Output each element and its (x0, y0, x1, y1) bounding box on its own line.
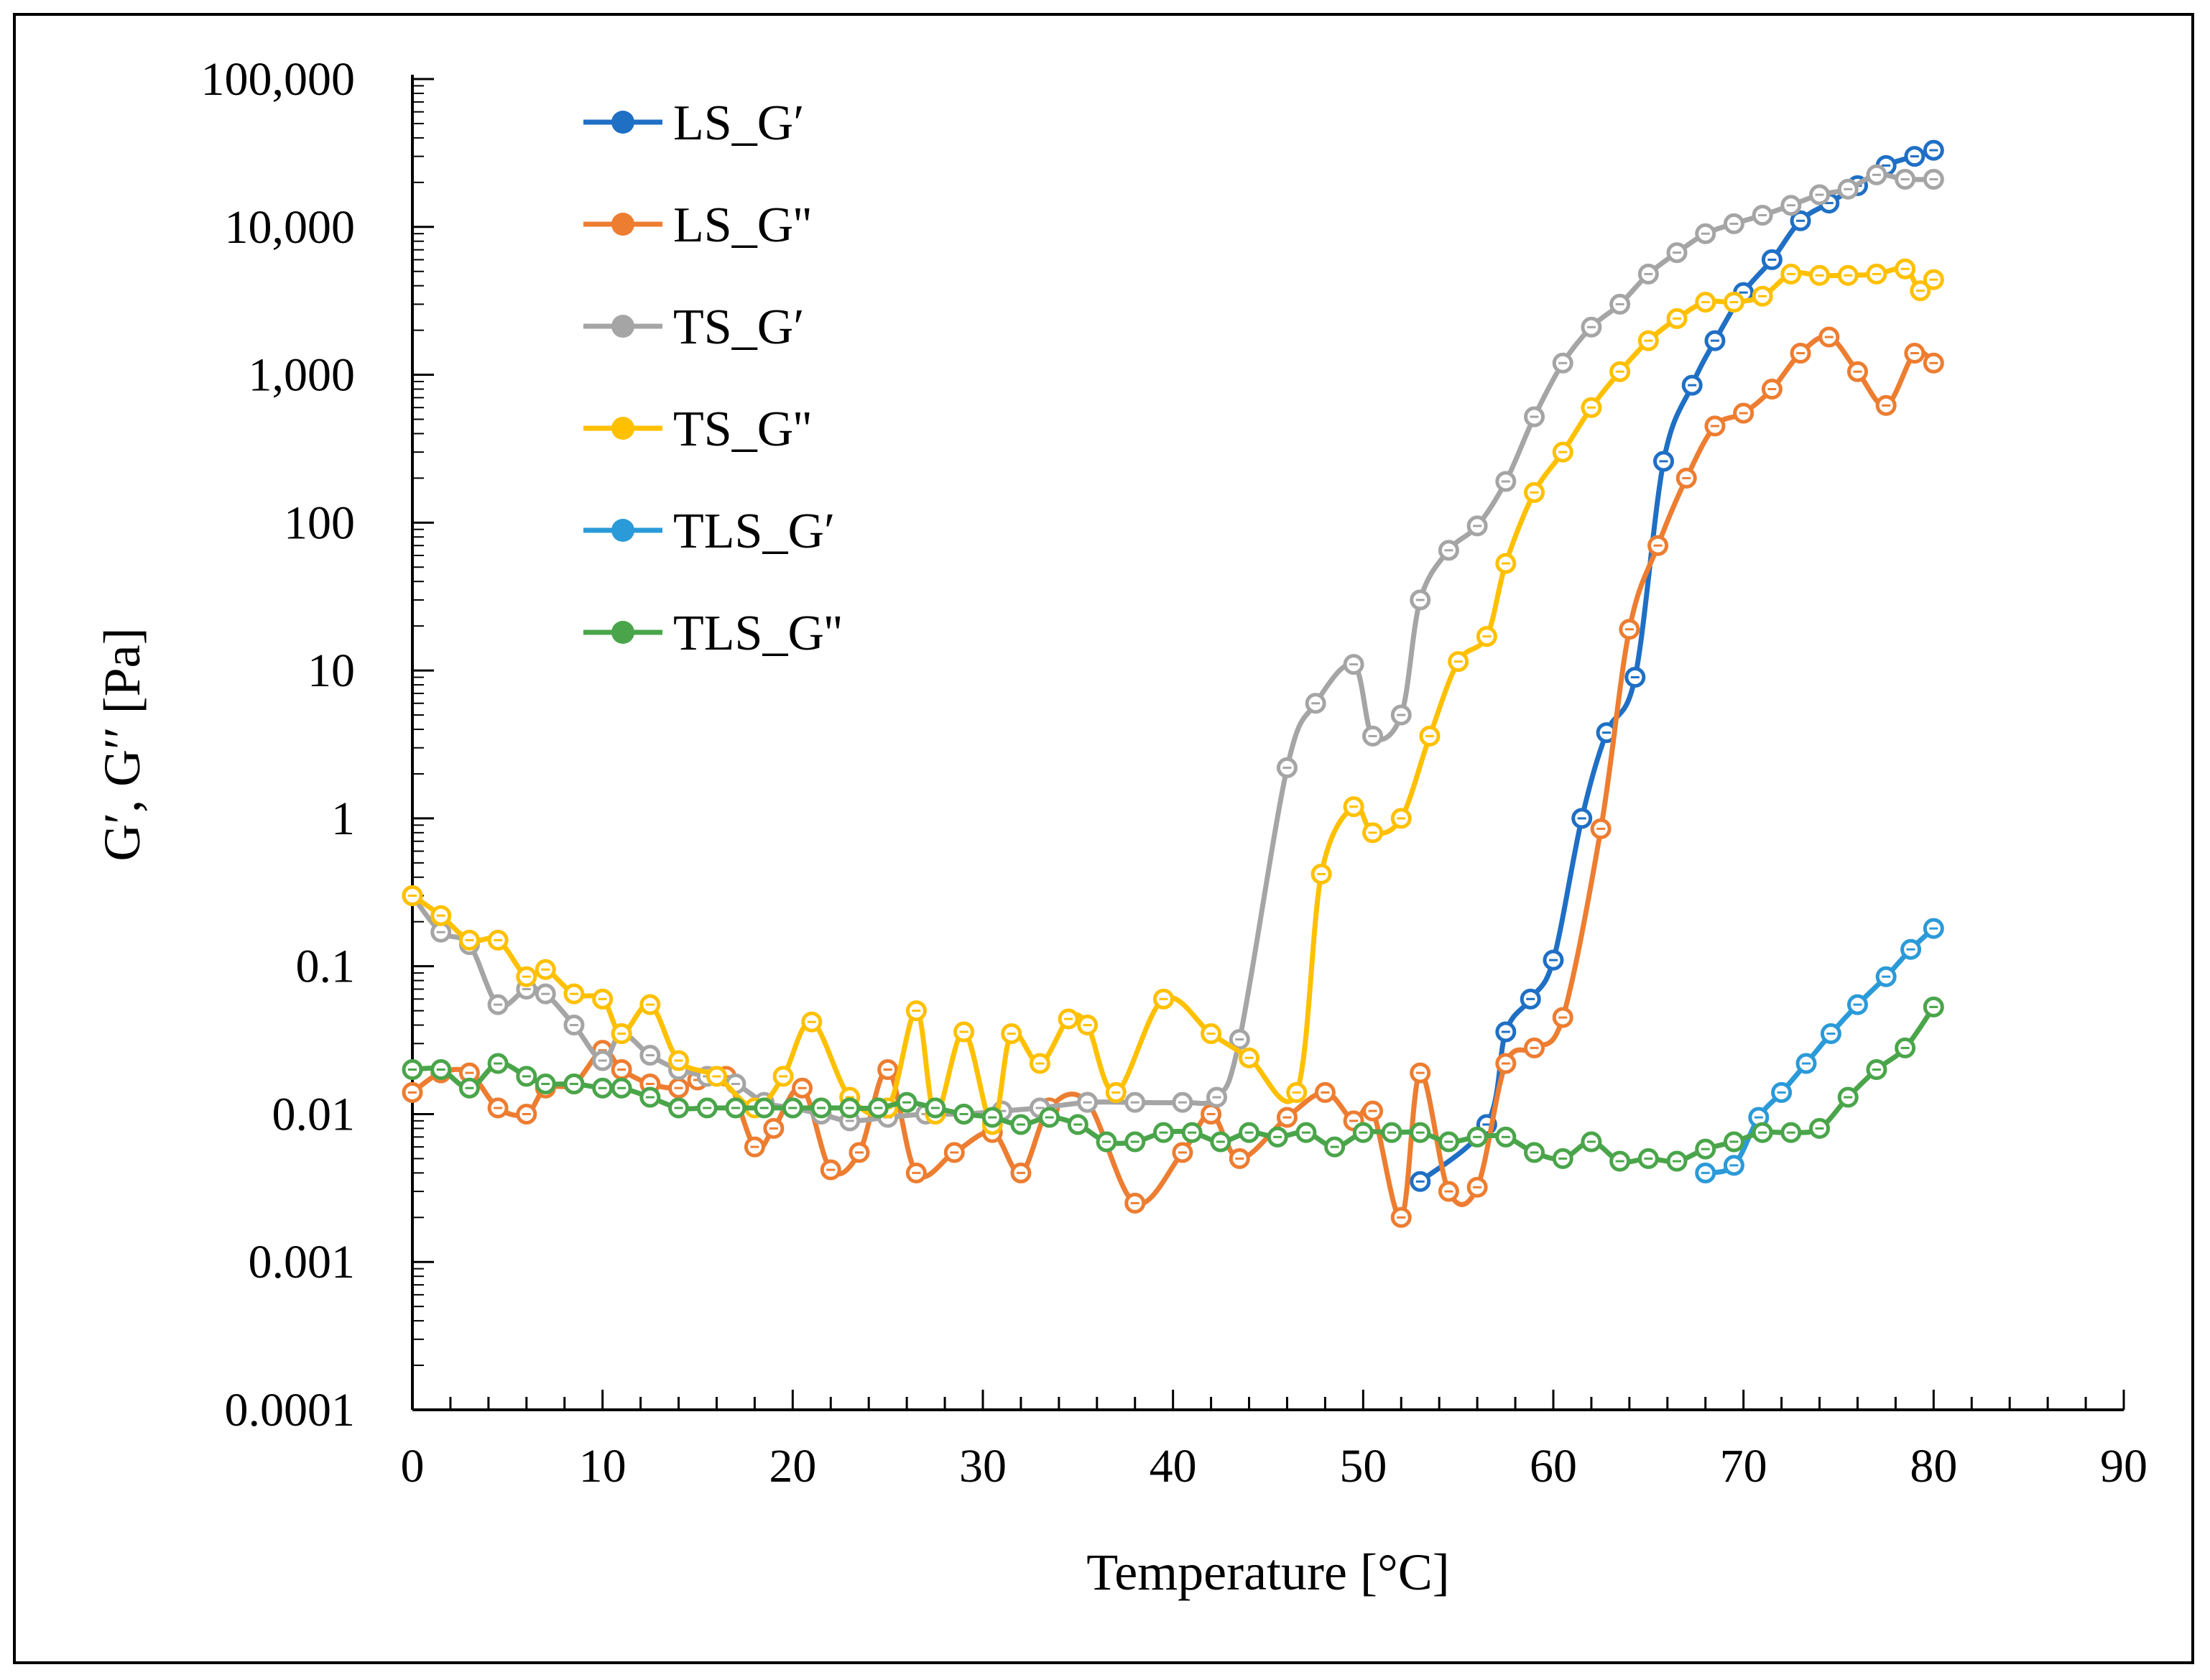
x-tick-label: 30 (959, 1440, 1007, 1492)
y-tick-label: 10 (308, 645, 355, 697)
legend-swatch-marker (611, 417, 634, 440)
line-chart: 0 10 20 30 40 50 60 70 80 90 0.0001 0.001 0.01 0.1 1 10… (93, 53, 2148, 1601)
legend-item: TLS_G'' (583, 606, 842, 661)
legend-label: TS_G′ (673, 300, 805, 355)
legend-swatch-marker (611, 315, 634, 338)
series-2 (402, 164, 1944, 1132)
x-tick-label: 20 (769, 1440, 816, 1492)
legend-swatch-marker (611, 519, 634, 542)
y-tick-label: 100,000 (201, 53, 356, 106)
legend-swatch-marker (611, 111, 634, 134)
x-tick-label: 80 (1910, 1440, 1957, 1492)
y-tick-label: 0.0001 (225, 1384, 356, 1436)
legend-item: TS_G'' (583, 402, 811, 457)
y-axis-title: G′, G′′ [Pa] (93, 627, 151, 861)
series-3 (402, 258, 1944, 1135)
series-5 (402, 996, 1944, 1172)
legend-label: LS_G'' (673, 198, 811, 253)
legend-item: TS_G′ (583, 300, 805, 355)
legend-swatch-marker (611, 621, 634, 644)
x-tick-label: 50 (1339, 1440, 1387, 1492)
series-line (410, 172, 1934, 1124)
legend-label: TLS_G′ (673, 504, 835, 559)
x-tick-label: 0 (401, 1440, 425, 1492)
x-tick-label: 40 (1150, 1440, 1197, 1492)
x-tick-label: 60 (1530, 1440, 1577, 1492)
y-tick-label: 10,000 (225, 201, 356, 254)
tick-labels: 0 10 20 30 40 50 60 70 80 90 0.0001 0.001 0.01 0.1 1 10… (201, 53, 2148, 1492)
y-tick-label: 1,000 (249, 349, 356, 402)
series-layer (402, 139, 1944, 1228)
legend-label: TS_G'' (673, 402, 811, 457)
legend-label: LS_G′ (673, 96, 805, 151)
x-tick-label: 10 (579, 1440, 627, 1492)
legend-item: LS_G′ (583, 96, 805, 151)
y-tick-label: 0.1 (296, 941, 356, 993)
chart-frame: 0 10 20 30 40 50 60 70 80 90 0.0001 0.001 0.01 0.1 1 10… (13, 13, 2194, 1664)
x-axis-title: Temperature [°C] (1086, 1543, 1450, 1601)
legend: LS_G′ LS_G'' TS_G′ TS_G'' TLS_G′ TLS_G'' (583, 96, 842, 661)
legend-item: LS_G'' (583, 198, 811, 253)
legend-swatch-marker (611, 213, 634, 236)
y-tick-label: 100 (284, 497, 355, 549)
series-0 (1410, 139, 1944, 1192)
x-tick-label: 70 (1720, 1440, 1767, 1492)
series-line (1704, 926, 1936, 1176)
axes (411, 75, 2125, 1411)
legend-item: TLS_G′ (583, 504, 835, 559)
y-tick-label: 0.001 (249, 1236, 356, 1288)
x-tick-label: 90 (2100, 1440, 2147, 1492)
y-tick-label: 0.01 (272, 1088, 356, 1140)
legend-label: TLS_G'' (673, 606, 842, 661)
y-tick-label: 1 (331, 793, 355, 845)
